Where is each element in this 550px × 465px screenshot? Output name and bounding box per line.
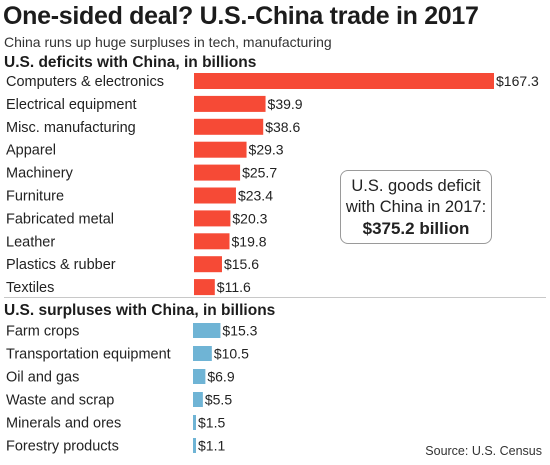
surpluses-section-title: U.S. surpluses with China, in billions	[4, 302, 276, 319]
deficit-value-label: $29.3	[249, 142, 284, 158]
surplus-category-label: Farm crops	[6, 324, 79, 340]
deficit-bar	[194, 233, 230, 250]
surplus-value-label: $1.1	[198, 438, 225, 454]
deficit-bar	[194, 187, 236, 204]
deficit-bar	[194, 256, 222, 273]
deficit-bar	[194, 95, 266, 112]
deficit-value-label: $15.6	[224, 256, 259, 272]
surplus-category-label: Oil and gas	[6, 370, 79, 386]
callout-line-1: U.S. goods deficit	[351, 177, 481, 195]
deficit-bar	[194, 141, 247, 158]
deficit-bar	[194, 279, 215, 296]
deficit-category-label: Plastics & rubber	[6, 257, 116, 273]
surplus-category-label: Waste and scrap	[6, 393, 114, 409]
surplus-bars: Farm crops $15.3 Transportation equipment $…	[6, 323, 258, 455]
section-divider	[4, 297, 546, 298]
deficit-bar	[194, 73, 494, 89]
deficit-category-label: Leather	[6, 234, 55, 250]
deficit-value-label: $167.3	[496, 73, 539, 89]
deficit-callout: U.S. goods deficit with China in 2017: $…	[340, 170, 492, 244]
deficit-value-label: $20.3	[232, 210, 267, 226]
deficit-category-label: Furniture	[6, 189, 64, 205]
surplus-value-label: $1.5	[198, 415, 225, 431]
deficit-value-label: $19.8	[232, 233, 267, 249]
deficit-bar	[194, 210, 231, 227]
surplus-value-label: $6.9	[207, 369, 234, 385]
surplus-bar	[193, 438, 196, 453]
chart-subtitle: China runs up huge surpluses in tech, ma…	[4, 34, 332, 50]
deficit-category-label: Apparel	[6, 143, 56, 159]
surplus-category-label: Transportation equipment	[6, 347, 171, 363]
surplus-category-label: Forestry products	[6, 439, 119, 455]
surplus-value-label: $10.5	[214, 346, 249, 362]
deficit-category-label: Fabricated metal	[6, 211, 114, 227]
deficit-bar	[194, 118, 264, 135]
deficit-value-label: $38.6	[265, 119, 300, 135]
surplus-value-label: $5.5	[205, 392, 232, 408]
deficit-category-label: Textiles	[6, 280, 54, 296]
deficit-bars: Computers & electronics $167.3 Electrical …	[6, 73, 539, 296]
deficit-value-label: $39.9	[268, 96, 303, 112]
deficit-category-label: Computers & electronics	[6, 74, 164, 90]
callout-amount: $375.2 billion	[362, 219, 470, 238]
deficits-section-title: U.S. deficits with China, in billions	[4, 54, 257, 71]
deficit-value-label: $11.6	[217, 279, 251, 295]
surplus-bar	[193, 392, 203, 407]
deficit-bar	[194, 164, 241, 181]
surplus-category-label: Minerals and ores	[6, 416, 121, 432]
deficit-category-label: Machinery	[6, 166, 74, 182]
surplus-bar	[193, 323, 221, 338]
deficit-category-label: Electrical equipment	[6, 97, 137, 113]
surplus-value-label: $15.3	[222, 323, 257, 339]
surplus-bar	[193, 415, 196, 430]
surplus-bar	[193, 369, 206, 384]
surplus-bar	[193, 346, 212, 361]
chart-title: One-sided deal? U.S.-China trade in 2017	[3, 2, 479, 30]
callout-line-2: with China in 2017:	[345, 198, 487, 216]
deficit-value-label: $25.7	[242, 165, 277, 181]
source-note: Source: U.S. Census	[425, 444, 542, 458]
deficit-category-label: Misc. manufacturing	[6, 120, 136, 136]
deficit-value-label: $23.4	[238, 188, 273, 204]
